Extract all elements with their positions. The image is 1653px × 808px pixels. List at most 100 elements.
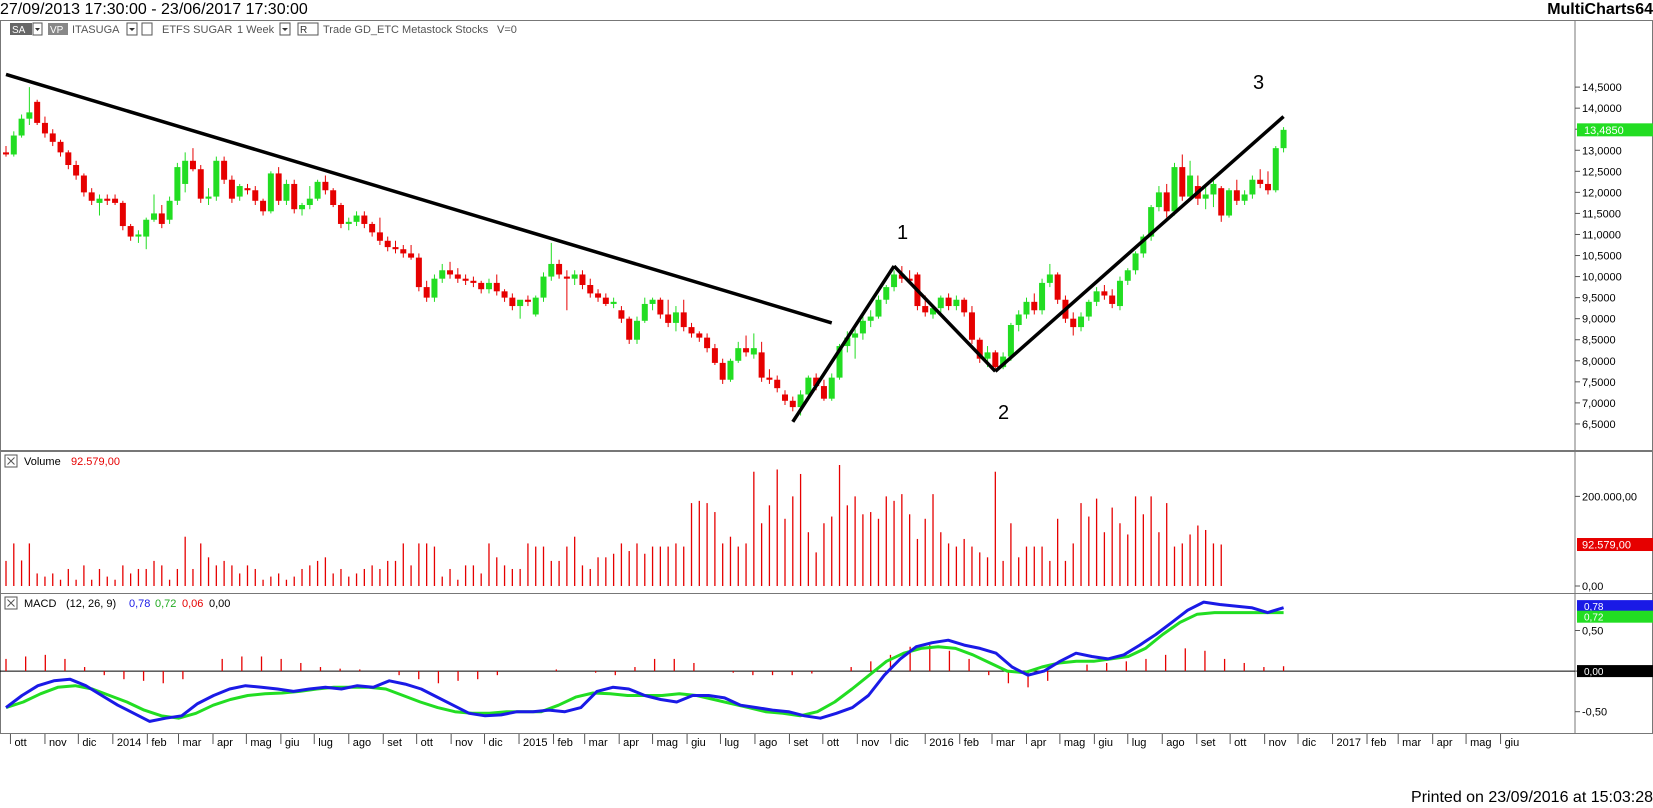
candle-body [143,219,150,237]
candle-body [41,122,48,134]
price-tick-label: 7,5000 [1582,377,1616,389]
candle-body [719,362,726,380]
candle-body [711,348,718,363]
time-tick-label: set [793,737,808,749]
candle-body [688,327,695,334]
time-tick-label: ago [353,737,371,749]
symbol-label: ITASUGA [72,24,120,36]
volume-pane[interactable] [0,451,1653,594]
macd-header: MACD (12, 26, 9) 0,78 0,72 0,06 0,00 [4,596,230,610]
macd-line [5,600,1285,723]
macd-markers: 0,78 0,72 0,00 [1577,600,1653,678]
candle-body [727,360,734,380]
chart-window[interactable]: SA VP ITASUGA ETFS SUGAR 1 Week R Trade … [0,20,1653,788]
candle-body [174,167,181,201]
volume-label: Volume [24,456,61,468]
candle-body [1257,179,1264,184]
candlestick-series [3,87,1287,416]
candle-body [524,299,531,302]
wave-1-label: 1 [897,222,908,244]
time-tick-label: dic [489,737,504,749]
candle-body [267,173,274,212]
candle-body [937,297,944,309]
candle-body [330,190,337,205]
time-tick-label: dic [895,737,910,749]
time-tick-label: apr [1437,737,1453,749]
time-tick-label: mar [996,737,1015,749]
price-tick-label: 7,0000 [1582,398,1616,410]
time-tick-label: feb [151,737,166,749]
price-tick-label: 14,5000 [1582,82,1622,94]
candle-body [930,308,937,315]
candle-body [470,280,477,283]
trendlines[interactable] [5,72,1285,423]
time-tick-label: ott [1234,737,1246,749]
candle-body [563,276,570,279]
candle-body [813,377,820,387]
title-bar: 27/09/2013 17:30:00 - 23/06/2017 17:30:0… [0,0,1653,20]
candle-body [828,377,835,399]
candle-body [758,352,765,378]
chevron-down-icon [35,28,40,31]
candle-body [587,285,594,294]
candle-body [602,297,609,304]
candle-body [797,394,804,408]
time-tick-label: apr [1030,737,1046,749]
time-tick-label: nov [1269,737,1287,749]
indicator-toggle[interactable] [141,22,153,36]
candle-body [189,160,196,170]
wave-3-trendline [994,115,1285,373]
candle-body [976,339,983,359]
wave-annotations: 1 2 3 [897,72,1264,424]
candle-body [1171,167,1178,212]
candle-body [10,135,17,155]
candle-body [236,186,243,197]
date-range: 27/09/2013 17:30:00 - 23/06/2017 17:30:0… [0,1,308,18]
volume-marker: 92.579,00 [1577,538,1653,552]
candle-body [649,299,656,304]
candle-body [1093,291,1100,302]
candle-body [1116,280,1123,307]
macd-pane[interactable] [0,593,1653,734]
volume-axis: 0,00 200.000,00 [1575,491,1637,593]
candle-body [595,293,602,298]
candle-body [1000,356,1007,368]
r-dropdown[interactable] [297,22,319,36]
volume-tick-label: 0,00 [1582,581,1603,593]
sa-label: SA [12,25,26,36]
candle-body [65,152,72,165]
price-pane[interactable] [0,20,1653,451]
price-tick-label: 8,0000 [1582,356,1616,368]
candle-body [431,278,438,298]
candle-body [353,215,360,222]
candle-body [1249,179,1256,195]
candle-body [408,253,415,258]
volume-value: 92.579,00 [71,456,120,468]
candle-body [18,118,25,136]
candle-body [743,348,750,353]
candle-body [127,226,134,237]
candle-body [672,312,679,323]
volume-tick-label: 200.000,00 [1582,491,1637,503]
close-icon [7,599,15,607]
candle-body [392,247,399,250]
vp-button[interactable] [48,23,68,35]
time-tick-label: ott [14,737,26,749]
zero-value: 0,00 [209,598,230,610]
candle-body [992,352,999,368]
time-tick-label: mar [589,737,608,749]
candle-body [1124,270,1131,281]
time-tick-label: 2015 [523,737,547,749]
candle-body [197,169,204,199]
vp-label: VP [50,25,64,36]
candle-body [400,249,407,254]
candle-body [260,200,267,212]
time-tick-label: mar [1402,737,1421,749]
time-tick-label: mag [657,737,678,749]
sa-button[interactable] [10,23,32,35]
candle-body [88,192,95,201]
candle-body [805,377,812,395]
time-tick-label: lug [724,737,739,749]
candle-body [1179,167,1186,197]
instrument-label: ETFS SUGAR [162,24,232,36]
